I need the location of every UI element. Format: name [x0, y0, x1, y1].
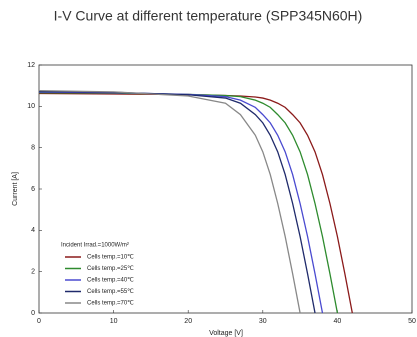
- series-line: [38, 89, 301, 314]
- x-tick-label: 0: [37, 318, 41, 325]
- x-axis-label: Voltage [V]: [209, 330, 243, 337]
- x-tick-label: 20: [184, 318, 192, 325]
- x-tick-label: 10: [110, 318, 118, 325]
- y-axis-label: Current [A]: [12, 172, 19, 206]
- y-tick-label: 2: [31, 269, 35, 276]
- y-tick-label: 8: [31, 145, 35, 152]
- legend-label: Cells temp.=55℃: [87, 289, 134, 295]
- legend-title: Incident Irrad.=1000W/m²: [61, 243, 129, 249]
- y-tick-label: 12: [27, 62, 35, 69]
- series-line: [38, 92, 339, 314]
- legend-label: Cells temp.=25℃: [87, 266, 134, 272]
- y-tick-label: 0: [31, 310, 35, 317]
- legend-label: Cells temp.=70℃: [87, 301, 134, 307]
- x-tick-label: 50: [408, 318, 416, 325]
- series-line: [38, 91, 324, 314]
- series-line: [38, 92, 353, 314]
- x-tick-label: 40: [334, 318, 342, 325]
- x-tick-label: 30: [259, 318, 267, 325]
- y-tick-label: 6: [31, 186, 35, 193]
- legend-label: Cells temp.=40℃: [87, 278, 134, 284]
- y-tick-label: 4: [31, 227, 35, 234]
- chart-title: I-V Curve at different temperature (SPP3…: [54, 8, 363, 24]
- legend-label: Cells temp.=10℃: [87, 255, 134, 261]
- plot-frame: [38, 64, 413, 314]
- y-tick-label: 10: [27, 103, 35, 110]
- series-line: [38, 90, 316, 314]
